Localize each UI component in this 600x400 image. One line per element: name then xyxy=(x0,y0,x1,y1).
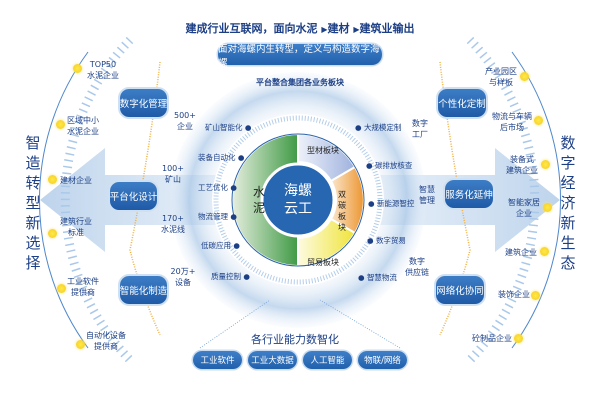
personalized-customization-button[interactable]: 个性化定制 xyxy=(438,89,486,117)
left-vertical-slogan: 智造转型新选择 xyxy=(25,134,41,272)
bottom-title: 各行业能力数智化 xyxy=(251,333,339,346)
core-label: 海螺 云工 xyxy=(284,183,312,217)
right-arc-smart-home: 智能家居 企业 xyxy=(508,198,540,218)
intelligent-manufacturing-button[interactable]: 智能化制造 xyxy=(120,276,167,304)
left-arc-construction-standard: 建筑行业 标准 xyxy=(60,217,92,237)
network-collaboration-button[interactable]: 网络化协同 xyxy=(436,276,484,304)
arc-dot xyxy=(540,247,549,256)
segment-carbon-label: 双碳板块 xyxy=(338,190,346,232)
arc-dot xyxy=(543,203,552,212)
left-arc-software-provider: 工业软件 提供商 xyxy=(67,277,99,297)
stat-equipment: 20万+ 设备 xyxy=(170,267,196,287)
right-arc-construction: 建筑企业 xyxy=(505,248,537,257)
arc-dot xyxy=(531,291,540,300)
stat-smart-management: 智慧 管理 xyxy=(419,185,435,205)
stat-digital-factory: 数字 工厂 xyxy=(412,119,428,139)
arc-dot xyxy=(520,72,529,81)
arc-dot xyxy=(73,64,82,73)
arc-dot xyxy=(514,334,523,343)
pill-iot-network[interactable]: 物联/网络 xyxy=(358,351,407,369)
arc-dot xyxy=(76,340,85,349)
feature-digital-trade: ● 数字贸易 xyxy=(367,236,406,245)
right-arrow-shape xyxy=(300,148,560,252)
stat-enterprises: 500+ 企业 xyxy=(174,111,196,131)
pill-industrial-big-data[interactable]: 工业大数据 xyxy=(248,351,297,369)
platform-design-button[interactable]: 平台化设计 xyxy=(110,182,157,210)
feature-mine-intelligence: 矿山智能化 ● xyxy=(205,123,252,132)
right-arc-industrial-park: 产业园区 与样板 xyxy=(485,67,517,87)
right-arc-prefab-construction: 装备式 建筑企业 xyxy=(506,155,538,175)
stat-digital-supply-chain: 数字 供应链 xyxy=(405,257,429,277)
feature-mass-customization: ● 大规模定制 xyxy=(355,123,402,132)
arc-dot xyxy=(48,229,57,238)
left-arc-regional: 区域中小 水泥企业 xyxy=(67,116,99,136)
left-arc-top50: TOP50 水泥企业 xyxy=(87,60,119,80)
platform-label: 平台整合集团各业务板块 xyxy=(256,78,344,87)
arc-dot xyxy=(534,116,543,125)
right-arc-decoration: 装饰企业 xyxy=(498,290,530,299)
feature-equipment-automation: 装备自动化 ● xyxy=(198,153,245,162)
segment-trade-label: 贸易板块 xyxy=(307,258,339,267)
left-arc-building-materials: 建材企业 xyxy=(60,176,92,185)
segment-profile-label: 型材板块 xyxy=(307,146,339,155)
subtitle-banner: 面对海螺内生转型，定义与构造数字海螺 xyxy=(218,44,382,69)
arc-dot xyxy=(48,175,57,184)
arrow-right-icon: ▶ xyxy=(353,25,360,34)
arc-dot xyxy=(541,160,550,169)
feature-process-optimization: 工艺优化 ● xyxy=(198,183,237,192)
cement-label: 水泥 xyxy=(252,185,265,215)
service-extension-button[interactable]: 服务化延伸 xyxy=(445,180,493,208)
feature-logistics-management: 物流管理 ● xyxy=(198,212,237,221)
feature-quality-control: 质量控制 ● xyxy=(211,272,250,281)
left-arc-automation-provider: 自动化设备 提供商 xyxy=(86,331,126,351)
stat-cement-lines: 170+ 水泥线 xyxy=(161,214,185,234)
arrow-right-icon: ▶ xyxy=(321,25,328,34)
stat-mines: 100+ 矿山 xyxy=(162,164,184,184)
arc-dot xyxy=(57,284,66,293)
feature-new-energy: ● 新能源智控 xyxy=(368,199,415,208)
main-title: 建成行业互联网，面向水泥 ▶建材 ▶建筑业输出 xyxy=(185,22,415,35)
pill-artificial-intelligence[interactable]: 人工智能 xyxy=(303,351,352,369)
arc-dot xyxy=(56,120,65,129)
feature-low-carbon: 低碳应用 ● xyxy=(201,241,240,250)
pill-industrial-software[interactable]: 工业软件 xyxy=(193,351,242,369)
digital-management-button[interactable]: 数字化管理 xyxy=(120,89,167,117)
feature-carbon-audit: ● 碳排放核查 xyxy=(366,161,413,170)
right-arc-concrete-products: 砼制品企业 xyxy=(472,334,512,343)
right-vertical-slogan: 数字经济新生态 xyxy=(560,134,576,272)
feature-smart-logistics: ● 智慧物流 xyxy=(358,273,397,282)
right-arc-logistics-vehicle: 物流与车辆 后市场 xyxy=(492,112,532,132)
